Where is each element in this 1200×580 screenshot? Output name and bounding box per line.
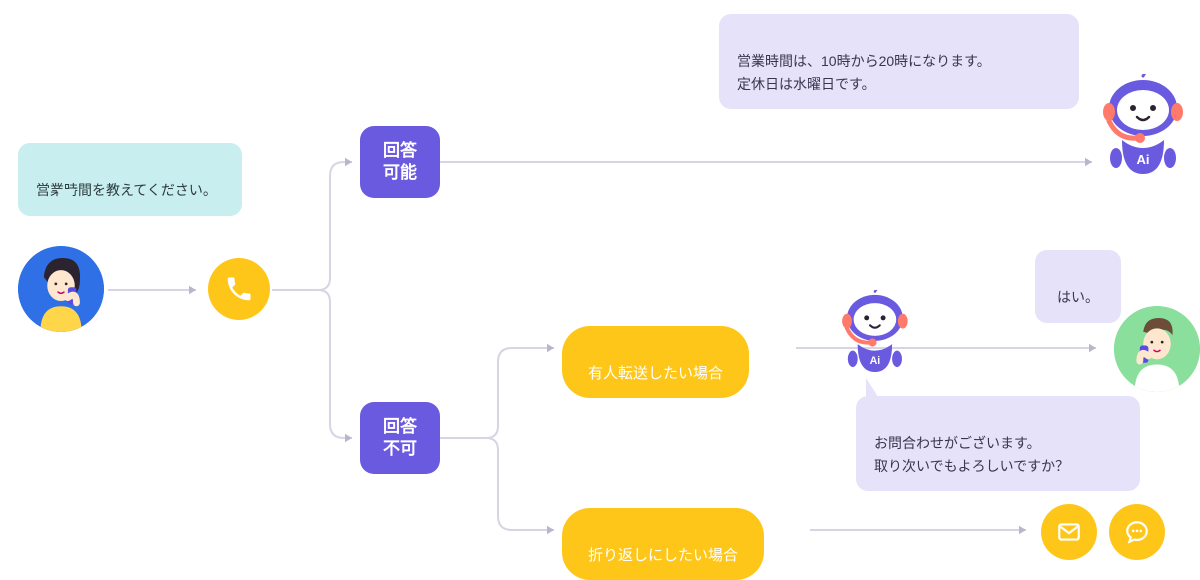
inquiry-text: お問合わせがございます。 取り次いでもよろしいですか？ — [874, 435, 1069, 473]
phone-glyph — [224, 274, 254, 304]
yes-text: はい。 — [1057, 289, 1099, 305]
operator-avatar-illustration — [1114, 306, 1200, 392]
pill-callback-label: 折り返しにしたい場合 — [588, 547, 738, 564]
chat-icon — [1109, 504, 1165, 560]
pill-transfer: 有人転送したい場合 — [562, 326, 749, 398]
diagram-stage: 営業時間を教えてください。 回答 可能 回答 不可 営業時間は、10時から20時… — [0, 0, 1200, 574]
decision-answerable-label: 回答 可能 — [383, 140, 417, 184]
svg-text:Ai: Ai — [1137, 152, 1150, 167]
ai-response-text: 営業時間は、10時から20時になります。 定休日は水曜日です。 — [737, 53, 991, 91]
pill-transfer-label: 有人転送したい場合 — [588, 365, 723, 382]
ai-robot-mid: Ai — [838, 290, 912, 380]
user-avatar-illustration — [18, 246, 104, 332]
decision-unanswerable-label: 回答 不可 — [383, 416, 417, 460]
mail-icon — [1041, 504, 1097, 560]
pill-callback: 折り返しにしたい場合 — [562, 508, 764, 580]
chat-glyph — [1124, 519, 1150, 545]
ai-response-tail — [1058, 84, 1072, 106]
ai-response-bubble: 営業時間は、10時から20時になります。 定休日は水曜日です。 — [719, 14, 1079, 109]
decision-answerable: 回答 可能 — [360, 126, 440, 198]
yes-bubble-tail — [1098, 296, 1112, 318]
ai-robot-top: Ai — [1098, 74, 1188, 184]
user-question-bubble: 営業時間を教えてください。 — [18, 143, 242, 216]
operator-avatar — [1114, 306, 1200, 392]
svg-text:Ai: Ai — [870, 355, 881, 367]
user-bubble-tail — [56, 189, 76, 207]
user-avatar — [18, 246, 104, 332]
inquiry-bubble: お問合わせがございます。 取り次いでもよろしいですか？ — [856, 396, 1140, 491]
decision-unanswerable: 回答 不可 — [360, 402, 440, 474]
mail-glyph — [1056, 519, 1082, 545]
phone-icon — [208, 258, 270, 320]
